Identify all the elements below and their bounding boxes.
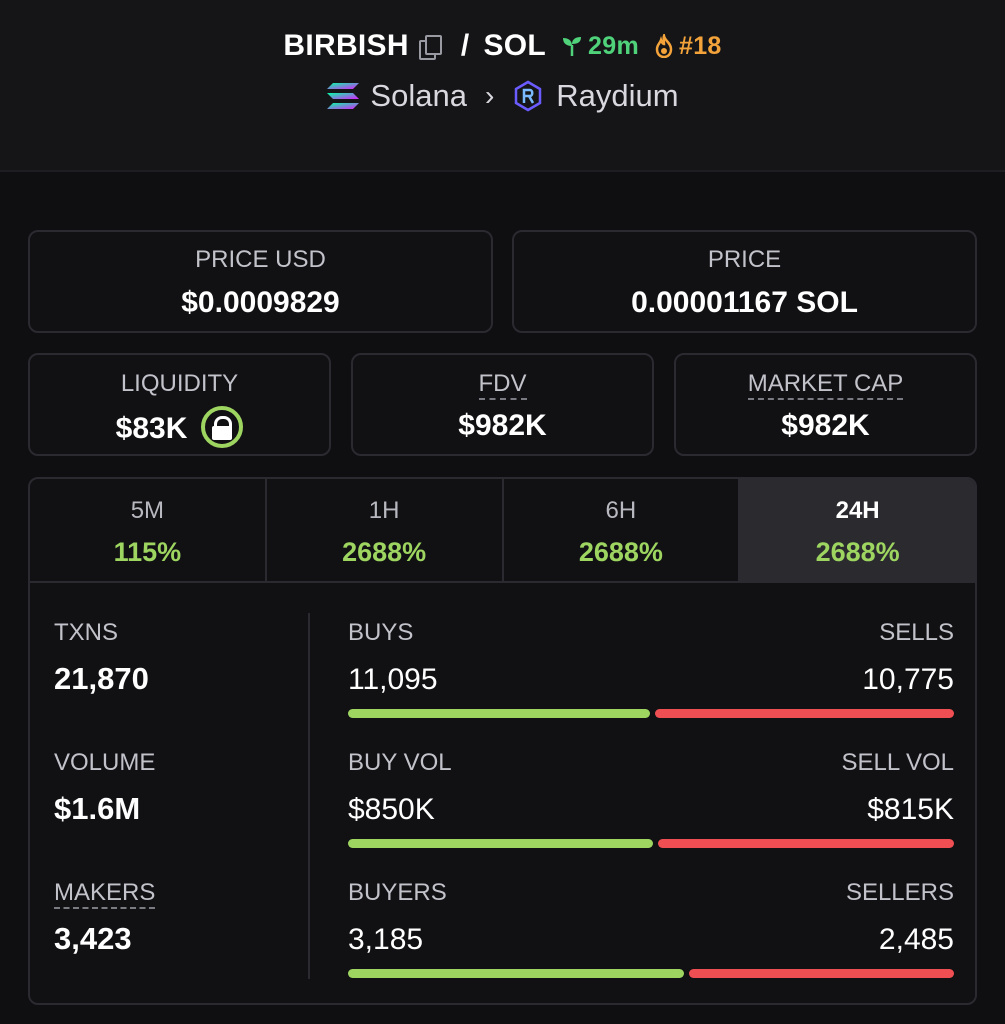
buyers-label: BUYERS: [348, 879, 447, 906]
buy-sell-volume-bar: [348, 839, 954, 848]
sellers-value: 2,485: [878, 923, 954, 956]
sells-value: 10,775: [862, 663, 954, 696]
raydium-logo-icon: [515, 80, 542, 112]
stats-panel: 5M 115% 1H 2688% 6H 2688% 24H 2688% TXNS…: [28, 477, 977, 1005]
volume-stat: VOLUME $1.6M: [54, 749, 155, 827]
volume-label: VOLUME: [54, 749, 156, 776]
dex-link[interactable]: Raydium: [556, 78, 679, 113]
sell-vol-label: SELL VOL: [841, 749, 954, 776]
buys-value: 11,095: [348, 663, 438, 696]
price-usd-value: $0.0009829: [181, 286, 340, 319]
market-cap-card: MARKET CAP $982K: [674, 353, 977, 456]
buys-label: BUYS: [348, 619, 414, 646]
stats-divider: [308, 613, 310, 979]
tab-24h[interactable]: 24H 2688%: [740, 479, 975, 581]
makers-value: 3,423: [54, 921, 132, 956]
solana-logo-icon: [327, 83, 360, 109]
buy-vol-label: BUY VOL: [348, 749, 452, 776]
liquidity-label: LIQUIDITY: [120, 370, 239, 397]
tab-change: 2688%: [578, 537, 663, 567]
tab-change: 2688%: [815, 537, 900, 567]
makers-label-wrap: MAKERS: [54, 879, 156, 909]
price-usd-card: PRICE USD $0.0009829: [28, 230, 493, 333]
buy-share-bar: [348, 969, 684, 978]
timeframe-tabs: 5M 115% 1H 2688% 6H 2688% 24H 2688%: [30, 479, 975, 583]
buyers-sellers-bar: [348, 969, 954, 978]
copy-icon[interactable]: [417, 34, 442, 60]
tab-change: 2688%: [342, 537, 427, 567]
price-native-card: PRICE 0.00001167 SOL: [512, 230, 977, 333]
market-cap-label-wrap: MARKET CAP: [676, 370, 975, 400]
trending-rank-value: #18: [678, 31, 722, 60]
makers-stat: MAKERS 3,423: [54, 879, 156, 957]
buyers-value: 3,185: [348, 923, 424, 956]
buy-sell-volume-row: BUY VOL SELL VOL $850K $815K: [348, 749, 954, 859]
pair-separator: /: [460, 29, 470, 62]
buy-share-bar: [348, 709, 650, 718]
buys-sells-row: BUYS SELLS 11,095 10,775: [348, 619, 954, 729]
trending-rank[interactable]: #18: [653, 32, 722, 61]
quote-symbol: SOL: [483, 29, 547, 62]
sell-vol-value: $815K: [867, 793, 954, 826]
price-usd-label: PRICE USD: [195, 246, 326, 273]
fdv-value: $982K: [458, 409, 547, 442]
sell-share-bar: [655, 709, 954, 718]
buyers-sellers-row: BUYERS SELLERS 3,185 2,485: [348, 879, 954, 989]
buys-sells-bar: [348, 709, 954, 718]
tab-5m[interactable]: 5M 115%: [30, 479, 267, 581]
buy-vol-value: $850K: [348, 793, 435, 826]
sells-label: SELLS: [879, 619, 954, 646]
sprout-icon: [563, 37, 582, 56]
sell-share-bar: [658, 839, 954, 848]
pair-age-value: 29m: [588, 31, 639, 60]
chain-link[interactable]: Solana: [370, 78, 467, 113]
lock-icon[interactable]: [201, 406, 244, 448]
pair-header: BIRBISH / SOL 29m #18: [0, 0, 1005, 172]
pair-age: 29m: [560, 32, 639, 61]
tab-label: 6H: [605, 497, 637, 524]
price-native-value: 0.00001167 SOL: [631, 286, 858, 319]
tab-6h[interactable]: 6H 2688%: [504, 479, 741, 581]
liquidity-value: $83K: [115, 411, 188, 445]
breadcrumb: Solana › Raydium: [0, 74, 1005, 118]
fdv-card: FDV $982K: [351, 353, 654, 456]
tab-1h[interactable]: 1H 2688%: [267, 479, 504, 581]
tab-label: 24H: [835, 497, 880, 524]
tab-label: 1H: [368, 497, 400, 524]
price-native-label: PRICE: [707, 246, 782, 273]
token-symbol: BIRBISH: [283, 29, 409, 62]
tab-change: 115%: [113, 537, 182, 567]
fdv-label-wrap: FDV: [353, 370, 652, 400]
market-cap-label[interactable]: MARKET CAP: [747, 370, 904, 400]
flame-icon: [655, 34, 673, 58]
sell-share-bar: [689, 969, 954, 978]
liquidity-value-wrap: $83K: [30, 406, 329, 451]
makers-label[interactable]: MAKERS: [54, 879, 156, 909]
pair-title: BIRBISH / SOL 29m #18: [0, 24, 1005, 68]
txns-label: TXNS: [54, 619, 119, 646]
chevron-right-icon: ›: [484, 80, 495, 111]
fdv-label[interactable]: FDV: [478, 370, 527, 400]
tab-label: 5M: [130, 497, 165, 524]
txns-value: 21,870: [54, 661, 149, 696]
liquidity-card: LIQUIDITY $83K: [28, 353, 331, 456]
volume-value: $1.6M: [54, 791, 141, 826]
txns-stat: TXNS 21,870: [54, 619, 149, 697]
sellers-label: SELLERS: [845, 879, 954, 906]
market-cap-value: $982K: [781, 409, 870, 442]
buy-share-bar: [348, 839, 653, 848]
